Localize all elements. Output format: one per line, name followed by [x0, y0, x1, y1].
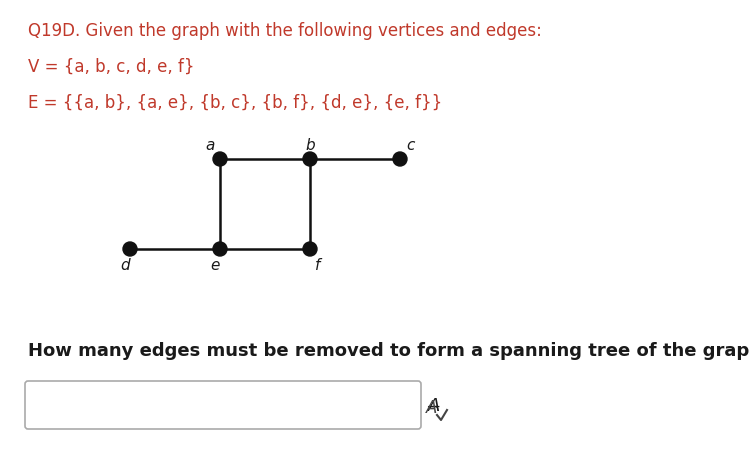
Circle shape [303, 152, 317, 166]
FancyBboxPatch shape [25, 381, 421, 429]
Text: b: b [305, 138, 315, 153]
Text: c: c [406, 138, 414, 153]
Circle shape [213, 243, 227, 257]
Text: a: a [206, 138, 214, 153]
Text: A: A [426, 398, 437, 416]
Text: Q19D. Given the graph with the following vertices and edges:: Q19D. Given the graph with the following… [28, 22, 542, 40]
Text: d: d [120, 258, 130, 273]
Text: V = {a, b, c, d, e, f}: V = {a, b, c, d, e, f} [28, 58, 194, 76]
Text: E = {{a, b}, {a, e}, {b, c}, {b, f}, {d, e}, {e, f}}: E = {{a, b}, {a, e}, {b, c}, {b, f}, {d,… [28, 94, 442, 112]
Text: How many edges must be removed to form a spanning tree of the graph?: How many edges must be removed to form a… [28, 341, 750, 359]
Text: e: e [210, 258, 220, 273]
Circle shape [393, 152, 407, 166]
Circle shape [303, 243, 317, 257]
Circle shape [123, 243, 137, 257]
Text: f: f [315, 258, 321, 273]
Text: A̶: A̶ [428, 396, 440, 414]
Circle shape [213, 152, 227, 166]
